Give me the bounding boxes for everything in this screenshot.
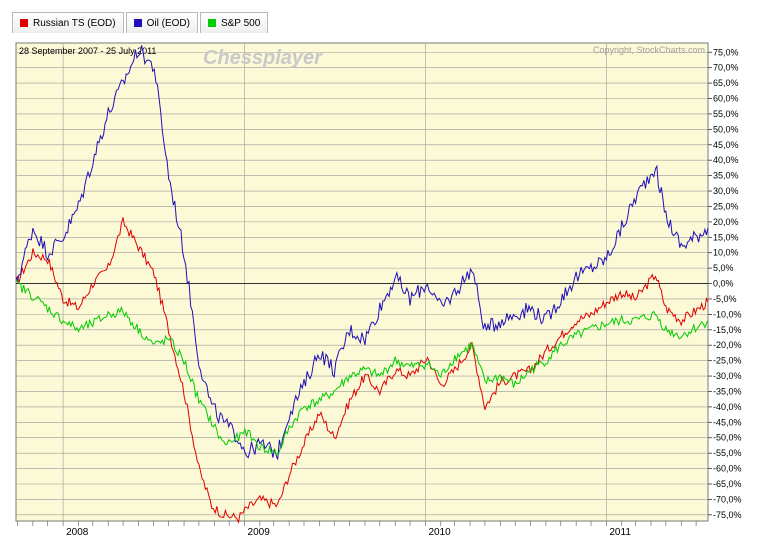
y-tick-label: 45,0%: [713, 140, 739, 150]
x-axis: 2008 2009 2010 2011: [17, 521, 697, 538]
y-tick-label: -30,0%: [713, 371, 742, 381]
watermark: Chessplayer: [203, 47, 323, 69]
legend-swatch-blue: [133, 19, 142, 27]
y-tick-label: -10,0%: [713, 309, 742, 319]
legend-item-sp500[interactable]: S&P 500: [199, 12, 269, 33]
y-tick-label: 75,0%: [713, 47, 739, 57]
x-tick-label: 2010: [428, 527, 451, 538]
date-range: 28 September 2007 - 25 July 2011: [19, 46, 156, 56]
x-tick-label: 2009: [248, 527, 271, 538]
y-tick-label: -75,0%: [713, 510, 742, 520]
series-line-russian-ts-eod-: [15, 217, 709, 524]
y-tick-label: -35,0%: [713, 386, 742, 396]
y-tick-label: 30,0%: [713, 186, 739, 196]
y-tick-label: 50,0%: [713, 124, 739, 134]
y-tick-label: 55,0%: [713, 109, 739, 119]
y-tick-label: 35,0%: [713, 171, 739, 181]
y-axis: 75,0% 70,0% 65,0% 60,0% 55,0% 50,0% 45,0% 40,0%…: [708, 47, 742, 520]
plot-area: [15, 42, 709, 522]
series-line-s-p-500: [15, 278, 709, 456]
y-tick-label: -20,0%: [713, 340, 742, 350]
y-tick-label: 60,0%: [713, 94, 739, 104]
x-tick-label: 2008: [66, 527, 89, 538]
legend-item-russian-ts[interactable]: Russian TS (EOD): [12, 12, 124, 33]
series-layer: [15, 45, 709, 524]
y-tick-label: 40,0%: [713, 155, 739, 165]
y-tick-label: -60,0%: [713, 464, 742, 474]
y-tick-label: -15,0%: [713, 325, 742, 335]
grid-lines: [16, 51, 708, 516]
y-tick-label: -45,0%: [713, 417, 742, 427]
legend-label: S&P 500: [220, 17, 261, 29]
x-tick-label: 2011: [609, 527, 631, 538]
y-tick-label: -50,0%: [713, 433, 742, 443]
legend-swatch-green: [207, 19, 216, 27]
y-tick-label: 15,0%: [713, 232, 739, 242]
y-tick-label: 65,0%: [713, 78, 739, 88]
legend-item-oil[interactable]: Oil (EOD): [125, 12, 198, 33]
y-tick-label: 5,0%: [713, 263, 734, 273]
legend-swatch-red: [20, 19, 28, 27]
y-tick-label: -70,0%: [713, 494, 742, 504]
y-tick-label: -5,0%: [713, 294, 737, 304]
copyright: Copyright, StockCharts.com: [593, 45, 705, 55]
y-tick-label: -25,0%: [713, 356, 742, 366]
series-line-oil-eod-: [15, 45, 709, 460]
y-tick-label: 0,0%: [713, 279, 734, 289]
y-tick-label: 20,0%: [713, 217, 739, 227]
y-tick-label: -40,0%: [713, 402, 742, 412]
legend: Russian TS (EOD) Oil (EOD) S&P 500: [12, 12, 269, 34]
y-tick-label: 70,0%: [713, 63, 739, 73]
y-tick-label: 10,0%: [713, 248, 739, 258]
legend-label: Russian TS (EOD): [33, 17, 116, 29]
legend-label: Oil (EOD): [146, 17, 190, 29]
x-grid-lines: [62, 43, 607, 521]
y-tick-label: -55,0%: [713, 448, 742, 458]
y-tick-label: -65,0%: [713, 479, 742, 489]
y-tick-label: 25,0%: [713, 201, 739, 211]
